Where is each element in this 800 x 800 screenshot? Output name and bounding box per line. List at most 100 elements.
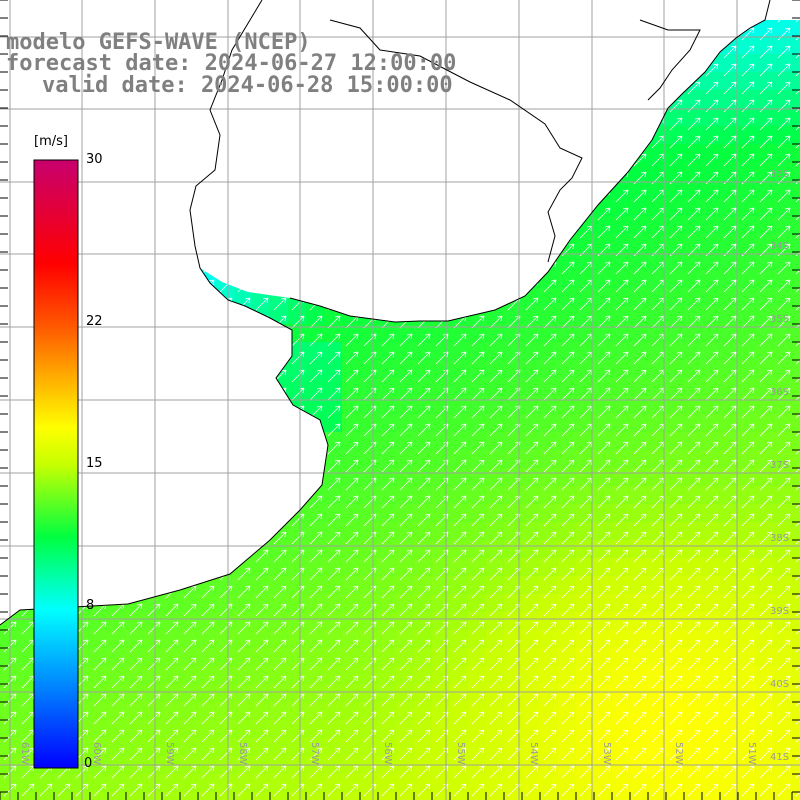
- field-cell: [558, 0, 576, 18]
- wind-arrow: [561, 639, 575, 653]
- wind-arrow: [129, 729, 143, 743]
- wind-arrow: [723, 27, 737, 41]
- field-cell: [180, 648, 198, 666]
- wind-arrow: [201, 729, 215, 743]
- field-cell: [756, 648, 774, 666]
- wind-arrow: [147, 621, 161, 635]
- wind-arrow: [471, 729, 485, 743]
- wind-arrow: [561, 585, 575, 599]
- wind-arrow: [723, 81, 737, 95]
- field-cell: [702, 594, 720, 612]
- wind-arrow: [183, 20, 197, 23]
- field-cell: [270, 342, 288, 360]
- wind-arrow: [273, 603, 287, 617]
- field-cell: [0, 108, 18, 126]
- wind-arrow: [381, 405, 395, 419]
- field-cell: [108, 252, 126, 270]
- wind-arrow: [741, 261, 755, 275]
- field-cell: [36, 774, 54, 792]
- wind-arrow: [147, 765, 161, 779]
- field-cell: [252, 648, 270, 666]
- wind-arrow: [201, 279, 215, 293]
- field-cell: [414, 558, 432, 576]
- field-cell: [270, 108, 288, 126]
- field-cell: [252, 666, 270, 684]
- wind-arrow: [399, 513, 413, 527]
- wind-arrow: [597, 639, 611, 653]
- field-cell: [270, 432, 288, 450]
- field-cell: [162, 126, 180, 144]
- wind-arrow: [687, 20, 701, 23]
- wind-arrow: [471, 315, 485, 329]
- field-cell: [144, 774, 162, 792]
- wind-arrow: [129, 621, 143, 635]
- field-cell: [324, 522, 342, 540]
- field-cell: [774, 324, 792, 342]
- field-cell: [666, 288, 684, 306]
- wind-arrow: [183, 549, 197, 563]
- wind-arrow: [201, 423, 215, 437]
- field-cell: [792, 396, 800, 414]
- field-cell: [684, 306, 702, 324]
- field-cell: [468, 468, 486, 486]
- field-cell: [18, 468, 36, 486]
- field-cell: [162, 612, 180, 630]
- wind-arrow: [525, 621, 539, 635]
- field-cell: [774, 450, 792, 468]
- field-cell: [450, 126, 468, 144]
- wind-arrow: [399, 639, 413, 653]
- wind-arrow: [345, 747, 359, 761]
- wind-arrow: [633, 45, 647, 59]
- field-cell: [522, 324, 540, 342]
- field-cell: [126, 306, 144, 324]
- field-cell: [252, 630, 270, 648]
- field-cell: [648, 612, 666, 630]
- field-cell: [468, 792, 486, 800]
- wind-arrow: [471, 513, 485, 527]
- field-cell: [792, 702, 800, 720]
- field-cell: [486, 252, 504, 270]
- wind-arrow: [705, 477, 719, 491]
- wind-arrow: [669, 657, 683, 671]
- field-cell: [612, 108, 630, 126]
- field-cell: [234, 666, 252, 684]
- field-cell: [288, 648, 306, 666]
- wind-arrow: [399, 423, 413, 437]
- wind-arrow: [111, 279, 125, 293]
- wind-arrow: [201, 675, 215, 689]
- field-cell: [468, 450, 486, 468]
- wind-arrow: [597, 567, 611, 581]
- field-cell: [774, 342, 792, 360]
- wind-arrow: [111, 783, 125, 797]
- field-cell: [576, 90, 594, 108]
- field-cell: [18, 792, 36, 800]
- field-cell: [90, 504, 108, 522]
- field-cell: [558, 162, 576, 180]
- field-cell: [522, 378, 540, 396]
- field-cell: [792, 252, 800, 270]
- field-cell: [504, 342, 522, 360]
- field-cell: [306, 432, 324, 450]
- field-cell: [324, 414, 342, 432]
- field-cell: [108, 378, 126, 396]
- field-cell: [90, 198, 108, 216]
- wind-arrow: [489, 135, 503, 149]
- wind-arrow: [129, 693, 143, 707]
- wind-arrow: [453, 441, 467, 455]
- wind-arrow: [417, 405, 431, 419]
- wind-arrow: [147, 405, 161, 419]
- field-cell: [144, 666, 162, 684]
- field-cell: [468, 54, 486, 72]
- longitude-label: 60W: [91, 742, 102, 765]
- wind-arrow: [795, 477, 800, 491]
- field-cell: [468, 360, 486, 378]
- field-cell: [144, 468, 162, 486]
- field-cell: [558, 20, 576, 36]
- field-cell: [108, 630, 126, 648]
- wind-arrow: [399, 621, 413, 635]
- longitude-label: 59W: [164, 742, 175, 765]
- field-cell: [648, 54, 666, 72]
- field-cell: [558, 414, 576, 432]
- field-cell: [414, 630, 432, 648]
- wind-arrow: [471, 297, 485, 311]
